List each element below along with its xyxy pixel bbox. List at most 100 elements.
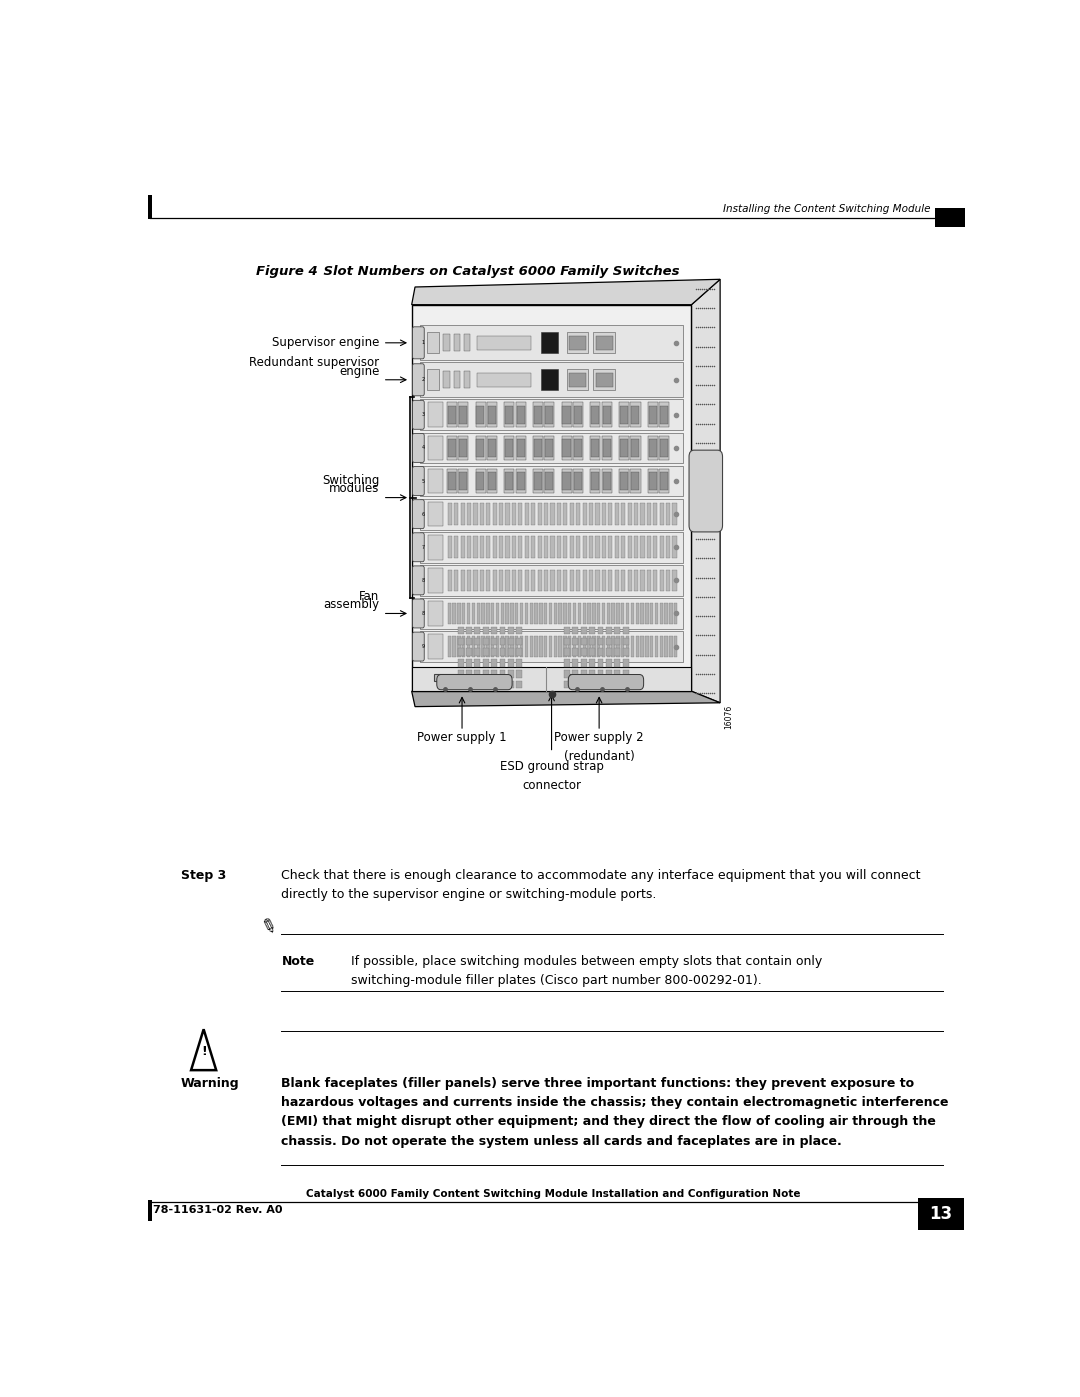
Text: 8: 8 bbox=[421, 610, 424, 616]
Bar bbox=[659, 402, 670, 427]
Bar bbox=[664, 602, 667, 624]
Text: Slot Numbers on Catalyst 6000 Family Switches: Slot Numbers on Catalyst 6000 Family Swi… bbox=[305, 265, 679, 278]
Bar bbox=[477, 335, 531, 349]
Bar bbox=[505, 439, 513, 457]
Bar bbox=[482, 636, 485, 658]
Bar bbox=[518, 503, 523, 525]
Bar bbox=[597, 680, 604, 689]
Bar bbox=[631, 469, 640, 493]
Bar bbox=[572, 602, 577, 624]
Bar bbox=[544, 503, 549, 525]
Bar bbox=[491, 637, 497, 645]
Bar bbox=[508, 637, 514, 645]
Bar bbox=[602, 570, 606, 591]
Bar bbox=[650, 636, 653, 658]
Bar bbox=[659, 469, 670, 493]
Text: engine: engine bbox=[339, 365, 379, 377]
Bar bbox=[573, 436, 583, 460]
Bar bbox=[627, 570, 632, 591]
Bar bbox=[581, 648, 586, 657]
Bar bbox=[567, 369, 589, 390]
Bar bbox=[653, 536, 658, 557]
Bar bbox=[499, 536, 503, 557]
Bar bbox=[589, 503, 593, 525]
Bar bbox=[475, 402, 486, 427]
Text: !: ! bbox=[201, 1045, 206, 1059]
Bar bbox=[476, 636, 480, 658]
Bar bbox=[429, 601, 444, 626]
Bar bbox=[486, 602, 489, 624]
FancyBboxPatch shape bbox=[413, 599, 424, 627]
Bar bbox=[935, 208, 966, 228]
Bar bbox=[640, 602, 644, 624]
Text: assembly: assembly bbox=[323, 598, 379, 612]
Bar bbox=[634, 503, 638, 525]
Bar bbox=[595, 536, 599, 557]
Bar bbox=[525, 570, 529, 591]
Bar bbox=[525, 602, 528, 624]
Text: 3: 3 bbox=[421, 412, 424, 418]
Bar bbox=[634, 570, 638, 591]
Bar bbox=[496, 602, 499, 624]
Bar bbox=[460, 570, 464, 591]
Bar bbox=[448, 536, 451, 557]
Bar bbox=[519, 636, 524, 658]
Bar bbox=[632, 472, 639, 490]
FancyBboxPatch shape bbox=[568, 675, 644, 690]
Bar bbox=[538, 536, 542, 557]
Bar bbox=[597, 627, 604, 634]
Bar bbox=[462, 602, 465, 624]
Bar bbox=[429, 402, 444, 427]
Bar bbox=[557, 570, 561, 591]
Bar bbox=[474, 680, 481, 689]
Bar bbox=[626, 602, 630, 624]
Bar bbox=[573, 439, 582, 457]
Text: 9: 9 bbox=[421, 644, 424, 650]
Bar bbox=[480, 536, 484, 557]
Text: Warning: Warning bbox=[181, 1077, 240, 1090]
Bar bbox=[429, 634, 444, 659]
Bar bbox=[590, 680, 595, 689]
Bar bbox=[448, 439, 456, 457]
Bar bbox=[486, 536, 490, 557]
Bar bbox=[487, 469, 497, 493]
Bar bbox=[918, 1197, 963, 1229]
Bar bbox=[516, 637, 522, 645]
Bar bbox=[483, 637, 488, 645]
Bar bbox=[666, 503, 671, 525]
Bar bbox=[491, 636, 495, 658]
Polygon shape bbox=[411, 692, 720, 707]
Bar bbox=[590, 627, 595, 634]
Bar bbox=[508, 648, 514, 657]
Bar bbox=[505, 536, 510, 557]
Bar bbox=[557, 503, 561, 525]
Bar bbox=[454, 334, 460, 352]
Bar bbox=[607, 602, 610, 624]
Bar bbox=[429, 502, 444, 527]
Bar bbox=[621, 503, 625, 525]
Bar bbox=[504, 469, 514, 493]
Text: Power supply 2: Power supply 2 bbox=[554, 731, 644, 745]
Bar bbox=[660, 439, 669, 457]
Bar bbox=[539, 602, 542, 624]
Bar bbox=[505, 472, 513, 490]
Bar bbox=[619, 469, 629, 493]
Bar bbox=[623, 680, 629, 689]
Bar bbox=[615, 648, 620, 657]
Bar bbox=[647, 503, 651, 525]
Bar bbox=[420, 598, 683, 629]
Bar bbox=[473, 536, 477, 557]
Bar bbox=[480, 570, 484, 591]
Bar bbox=[444, 372, 450, 388]
Bar bbox=[500, 627, 505, 634]
Bar bbox=[420, 532, 683, 563]
Bar bbox=[549, 602, 552, 624]
Text: Supervisor engine: Supervisor engine bbox=[272, 337, 379, 349]
Bar bbox=[564, 648, 570, 657]
Bar bbox=[674, 602, 677, 624]
Bar bbox=[597, 602, 600, 624]
Bar bbox=[660, 602, 663, 624]
Bar bbox=[670, 636, 673, 658]
Bar bbox=[510, 602, 514, 624]
Bar bbox=[564, 671, 570, 678]
